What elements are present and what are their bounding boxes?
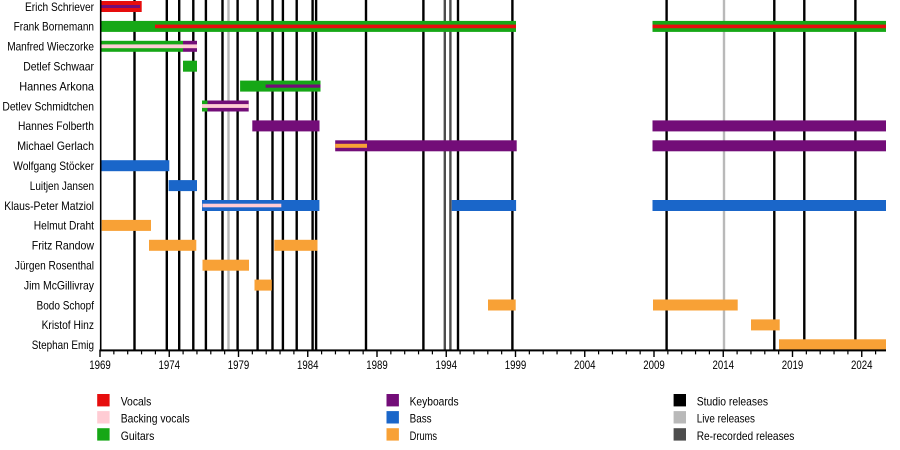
svg-text:Kristof Hinz: Kristof Hinz: [42, 318, 94, 332]
svg-text:Bodo Schopf: Bodo Schopf: [37, 298, 95, 312]
svg-text:Jim McGillivray: Jim McGillivray: [24, 278, 94, 292]
svg-text:Drums: Drums: [410, 429, 438, 443]
svg-text:2004: 2004: [574, 358, 596, 372]
svg-text:Klaus-Peter Matziol: Klaus-Peter Matziol: [4, 199, 94, 213]
svg-text:Helmut Draht: Helmut Draht: [34, 219, 95, 233]
svg-text:1984: 1984: [297, 358, 319, 372]
svg-text:Guitars: Guitars: [121, 429, 155, 443]
svg-text:Stephan Emig: Stephan Emig: [32, 338, 94, 352]
svg-text:1994: 1994: [436, 358, 458, 372]
svg-text:Detlef Schwaar: Detlef Schwaar: [23, 60, 94, 74]
svg-text:Hannes Arkona: Hannes Arkona: [19, 79, 94, 93]
svg-text:Re-recorded releases: Re-recorded releases: [697, 429, 795, 443]
svg-text:2024: 2024: [851, 358, 873, 372]
svg-text:Live releases: Live releases: [697, 412, 755, 426]
svg-text:1999: 1999: [505, 358, 527, 372]
svg-text:Keyboards: Keyboards: [410, 395, 459, 409]
svg-text:1989: 1989: [366, 358, 388, 372]
svg-text:Backing vocals: Backing vocals: [121, 412, 190, 426]
svg-text:2009: 2009: [643, 358, 665, 372]
svg-text:Hannes Folberth: Hannes Folberth: [18, 119, 94, 133]
svg-text:Jürgen Rosenthal: Jürgen Rosenthal: [15, 259, 94, 273]
svg-text:Erich Schriever: Erich Schriever: [25, 0, 94, 14]
svg-text:Fritz Randow: Fritz Randow: [32, 239, 94, 253]
svg-text:Michael Gerlach: Michael Gerlach: [17, 139, 94, 153]
svg-text:Bass: Bass: [410, 412, 432, 426]
svg-text:1969: 1969: [89, 358, 111, 372]
svg-text:1979: 1979: [228, 358, 250, 372]
svg-text:Vocals: Vocals: [121, 395, 152, 409]
svg-text:Manfred Wieczorke: Manfred Wieczorke: [7, 40, 94, 54]
svg-text:1974: 1974: [159, 358, 181, 372]
svg-text:2014: 2014: [713, 358, 735, 372]
svg-text:Frank Bornemann: Frank Bornemann: [14, 20, 94, 34]
svg-text:Wolfgang Stöcker: Wolfgang Stöcker: [13, 159, 94, 173]
svg-text:Detlev Schmidtchen: Detlev Schmidtchen: [2, 99, 94, 113]
svg-text:2019: 2019: [782, 358, 804, 372]
svg-text:Studio releases: Studio releases: [697, 395, 768, 409]
svg-text:Luitjen Jansen: Luitjen Jansen: [30, 179, 94, 193]
